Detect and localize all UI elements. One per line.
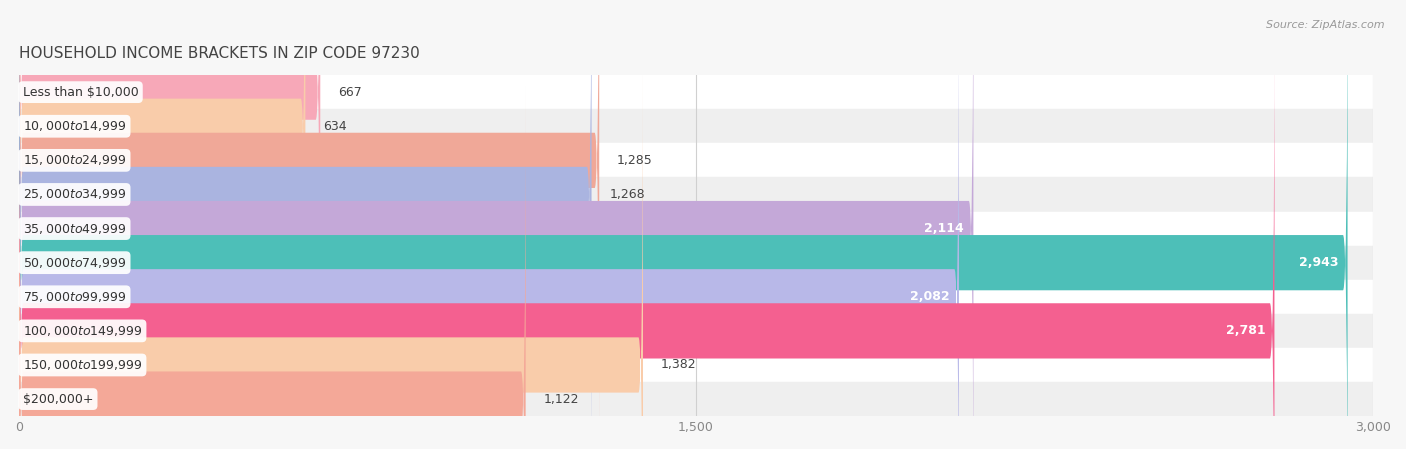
Text: Less than $10,000: Less than $10,000: [22, 86, 138, 99]
Text: 2,781: 2,781: [1226, 324, 1265, 337]
Text: $100,000 to $149,999: $100,000 to $149,999: [22, 324, 142, 338]
FancyBboxPatch shape: [18, 18, 1274, 449]
Bar: [20, 348, 1374, 382]
Text: 2,943: 2,943: [1299, 256, 1339, 269]
FancyBboxPatch shape: [18, 86, 526, 449]
FancyBboxPatch shape: [18, 0, 305, 440]
Text: $25,000 to $34,999: $25,000 to $34,999: [22, 188, 127, 202]
Text: $75,000 to $99,999: $75,000 to $99,999: [22, 290, 127, 304]
FancyBboxPatch shape: [18, 0, 973, 449]
Bar: [20, 109, 1374, 143]
Bar: [20, 143, 1374, 177]
FancyBboxPatch shape: [18, 0, 599, 449]
Text: $150,000 to $199,999: $150,000 to $199,999: [22, 358, 142, 372]
Text: 1,382: 1,382: [661, 358, 696, 371]
FancyBboxPatch shape: [18, 0, 321, 405]
Text: $200,000+: $200,000+: [22, 392, 93, 405]
Text: 2,114: 2,114: [924, 222, 965, 235]
Text: 634: 634: [323, 120, 347, 133]
Text: $15,000 to $24,999: $15,000 to $24,999: [22, 154, 127, 167]
Text: Source: ZipAtlas.com: Source: ZipAtlas.com: [1267, 20, 1385, 30]
Text: HOUSEHOLD INCOME BRACKETS IN ZIP CODE 97230: HOUSEHOLD INCOME BRACKETS IN ZIP CODE 97…: [20, 46, 420, 62]
FancyBboxPatch shape: [18, 0, 959, 449]
Bar: [20, 177, 1374, 211]
Bar: [20, 75, 1374, 109]
Text: 1,285: 1,285: [617, 154, 652, 167]
Text: 667: 667: [337, 86, 361, 99]
Text: 1,268: 1,268: [609, 188, 645, 201]
Bar: [20, 382, 1374, 416]
Text: 2,082: 2,082: [910, 290, 949, 303]
Text: $50,000 to $74,999: $50,000 to $74,999: [22, 255, 127, 270]
FancyBboxPatch shape: [18, 0, 592, 449]
Bar: [20, 280, 1374, 314]
Bar: [20, 246, 1374, 280]
Text: $35,000 to $49,999: $35,000 to $49,999: [22, 221, 127, 236]
Bar: [20, 211, 1374, 246]
Text: 1,122: 1,122: [544, 392, 579, 405]
FancyBboxPatch shape: [18, 0, 1347, 449]
Text: $10,000 to $14,999: $10,000 to $14,999: [22, 119, 127, 133]
Bar: [20, 314, 1374, 348]
FancyBboxPatch shape: [18, 52, 643, 449]
